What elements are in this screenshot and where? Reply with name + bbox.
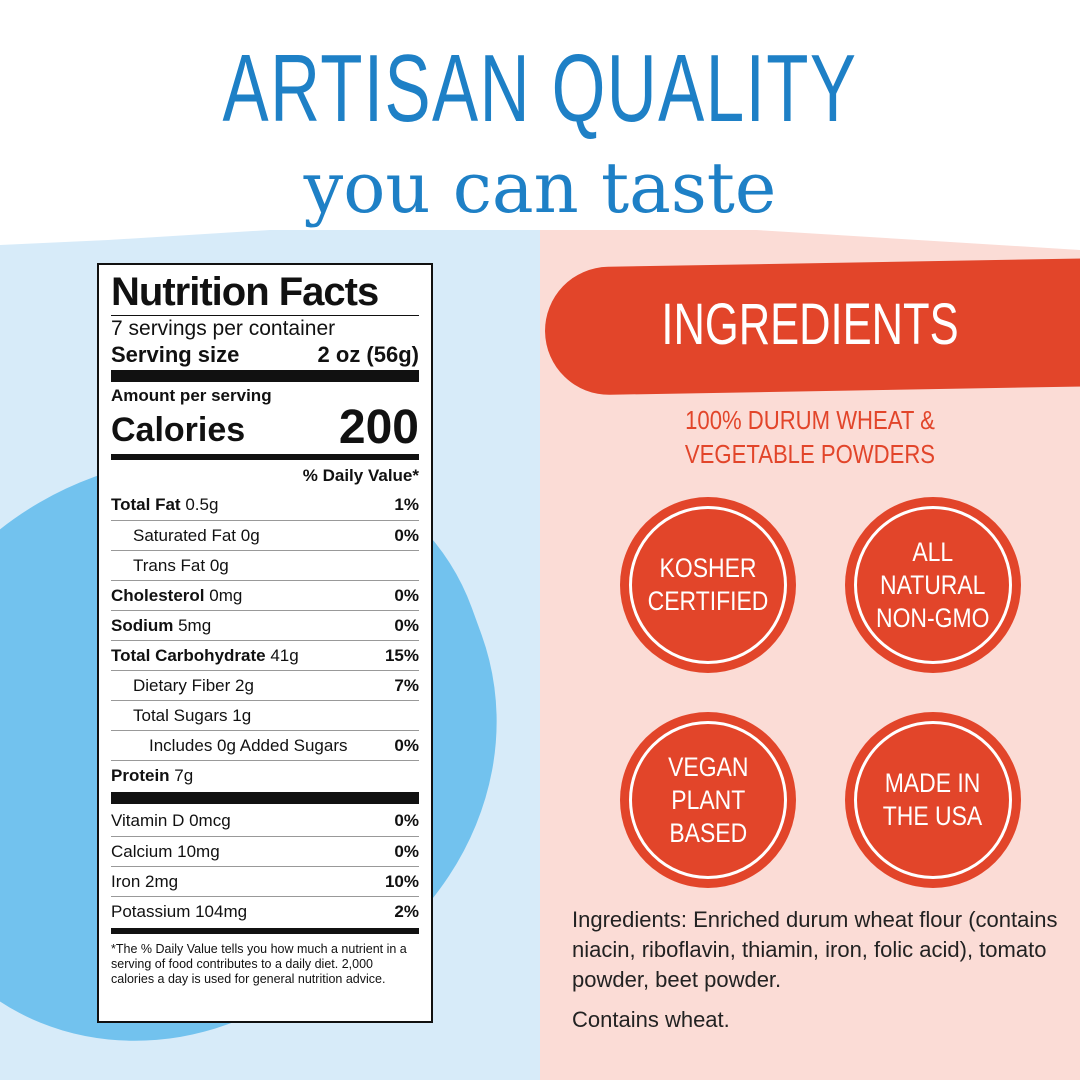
nutrient-label: Includes 0g Added Sugars bbox=[111, 731, 347, 760]
nutrient-row: Trans Fat 0g bbox=[111, 550, 419, 580]
vitamin-dv: 0% bbox=[394, 811, 419, 830]
vitamin-label: Vitamin D 0mcg bbox=[111, 811, 231, 830]
divider bbox=[111, 454, 419, 460]
nutrient-label: Saturated Fat 0g bbox=[111, 521, 260, 550]
badge-natural: ALL NATURAL NON-GMO bbox=[845, 497, 1021, 673]
nutrient-amount: 5mg bbox=[178, 616, 212, 635]
nutrient-label: Cholesterol 0mg bbox=[111, 581, 242, 610]
nutrient-dv: 0% bbox=[394, 736, 419, 755]
amount-per-serving: Amount per serving bbox=[111, 386, 272, 405]
vitamin-row: Vitamin D 0mcg 0% bbox=[111, 806, 419, 836]
vitamin-dv: 10% bbox=[384, 872, 419, 891]
vitamin-row: Iron 2mg 10% bbox=[111, 866, 419, 896]
nutrient-dv: 1% bbox=[394, 495, 419, 514]
nutrient-dv: 0% bbox=[394, 526, 419, 545]
ingredients-subtitle: 100% DURUM WHEAT & VEGETABLE POWDERS bbox=[684, 405, 936, 469]
nutrient-amount: 41g bbox=[270, 646, 299, 665]
nutrient-label: Total Sugars 1g bbox=[111, 701, 251, 730]
calories-value: 200 bbox=[338, 401, 419, 454]
vitamin-dv: 2% bbox=[394, 902, 419, 921]
nutrient-row: Protein 7g bbox=[111, 760, 419, 790]
nutrient-label: Total Fat 0.5g bbox=[111, 490, 218, 520]
nutrient-row: Saturated Fat 0g 0% bbox=[111, 520, 419, 550]
calories-label: Calories bbox=[111, 411, 246, 449]
badge-usa: MADE IN THE USA bbox=[845, 712, 1021, 888]
nutrient-row: Dietary Fiber 2g 7% bbox=[111, 670, 419, 700]
nutrient-name: Saturated Fat bbox=[133, 526, 237, 545]
badge-text: KOSHER CERTIFIED bbox=[647, 553, 769, 616]
nutrient-name: Dietary Fiber bbox=[133, 676, 231, 695]
header: ARTISAN QUALITY you can taste bbox=[0, 0, 1080, 250]
vitamin-dv: 0% bbox=[394, 842, 419, 861]
nutrition-heading: Nutrition Facts bbox=[111, 269, 419, 316]
nutrient-row: Sodium 5mg 0% bbox=[111, 610, 419, 640]
nutrient-row: Total Fat 0.5g 1% bbox=[111, 490, 419, 520]
nutrient-label: Total Carbohydrate 41g bbox=[111, 641, 299, 670]
servings-per-container: 7 servings per container bbox=[111, 317, 336, 340]
vitamin-label: Iron 2mg bbox=[111, 872, 179, 891]
nutrient-row: Cholesterol 0mg 0% bbox=[111, 580, 419, 610]
vitamin-label: Potassium 104mg bbox=[111, 902, 248, 921]
divider bbox=[111, 792, 419, 804]
serving-size-label: Serving size bbox=[111, 342, 240, 367]
nutrient-name: Cholesterol bbox=[111, 586, 205, 605]
nutrient-name: Total Carbohydrate bbox=[111, 646, 266, 665]
nutrient-label: Dietary Fiber 2g bbox=[111, 671, 254, 700]
nutrient-amount: 7g bbox=[174, 766, 194, 785]
nutrient-label: Protein 7g bbox=[111, 761, 193, 790]
badge-text: MADE IN THE USA bbox=[883, 768, 983, 831]
serving-size: Serving size 2 oz (56g) bbox=[111, 342, 419, 368]
nutrient-amount: 0.5g bbox=[185, 495, 219, 514]
nutrition-facts-label: Nutrition Facts 7 servings per container… bbox=[97, 263, 433, 1023]
nutrient-row: Total Carbohydrate 41g 15% bbox=[111, 640, 419, 670]
badge-vegan: VEGAN PLANT BASED bbox=[620, 712, 796, 888]
nutrient-row: Total Sugars 1g bbox=[111, 700, 419, 730]
nutrient-label: Trans Fat 0g bbox=[111, 551, 229, 580]
calories-row: Calories 200 bbox=[111, 401, 419, 454]
daily-value-header: % Daily Value* bbox=[302, 466, 419, 485]
nutrient-label: Sodium 5mg bbox=[111, 611, 211, 640]
nutrient-amount: 1g bbox=[232, 706, 252, 725]
footnote: *The % Daily Value tells you how much a … bbox=[111, 942, 407, 986]
subheadline: you can taste bbox=[303, 147, 777, 229]
divider bbox=[111, 928, 419, 934]
nutrient-name: Total Sugars bbox=[133, 706, 228, 725]
nutrient-name: Trans Fat bbox=[133, 556, 206, 575]
allergen-text: Contains wheat. bbox=[572, 1007, 730, 1032]
badge-kosher: KOSHER CERTIFIED bbox=[620, 497, 796, 673]
nutrient-name: Sodium bbox=[111, 616, 174, 635]
nutrient-name: Includes 0g Added Sugars bbox=[149, 736, 348, 755]
vitamin-row: Calcium 10mg 0% bbox=[111, 836, 419, 866]
divider bbox=[111, 370, 419, 382]
nutrient-row: Includes 0g Added Sugars 0% bbox=[111, 730, 419, 760]
vitamin-row: Potassium 104mg 2% bbox=[111, 896, 419, 926]
badge-text: VEGAN PLANT BASED bbox=[667, 751, 749, 848]
nutrient-amount: 2g bbox=[235, 676, 254, 695]
nutrient-name: Protein bbox=[111, 766, 170, 785]
vitamin-label: Calcium 10mg bbox=[111, 842, 220, 861]
headline: ARTISAN QUALITY bbox=[222, 35, 858, 142]
serving-size-value: 2 oz (56g) bbox=[317, 342, 419, 367]
nutrient-dv: 7% bbox=[394, 676, 419, 695]
ingredients-block: Ingredients: Enriched durum wheat flour … bbox=[572, 905, 1077, 1035]
nutrient-dv: 0% bbox=[394, 616, 419, 635]
nutrient-amount: 0g bbox=[209, 556, 229, 575]
ingredients-banner-text: INGREDIENTS bbox=[661, 292, 959, 357]
nutrient-amount: 0mg bbox=[209, 586, 243, 605]
nutrient-amount: 0g bbox=[240, 526, 260, 545]
nutrient-dv: 15% bbox=[384, 646, 419, 665]
nutrient-name: Total Fat bbox=[111, 495, 181, 514]
nutrient-dv: 0% bbox=[394, 586, 419, 605]
ingredients-text: Ingredients: Enriched durum wheat flour … bbox=[572, 907, 1058, 992]
badge-text: ALL NATURAL NON-GMO bbox=[876, 536, 990, 633]
